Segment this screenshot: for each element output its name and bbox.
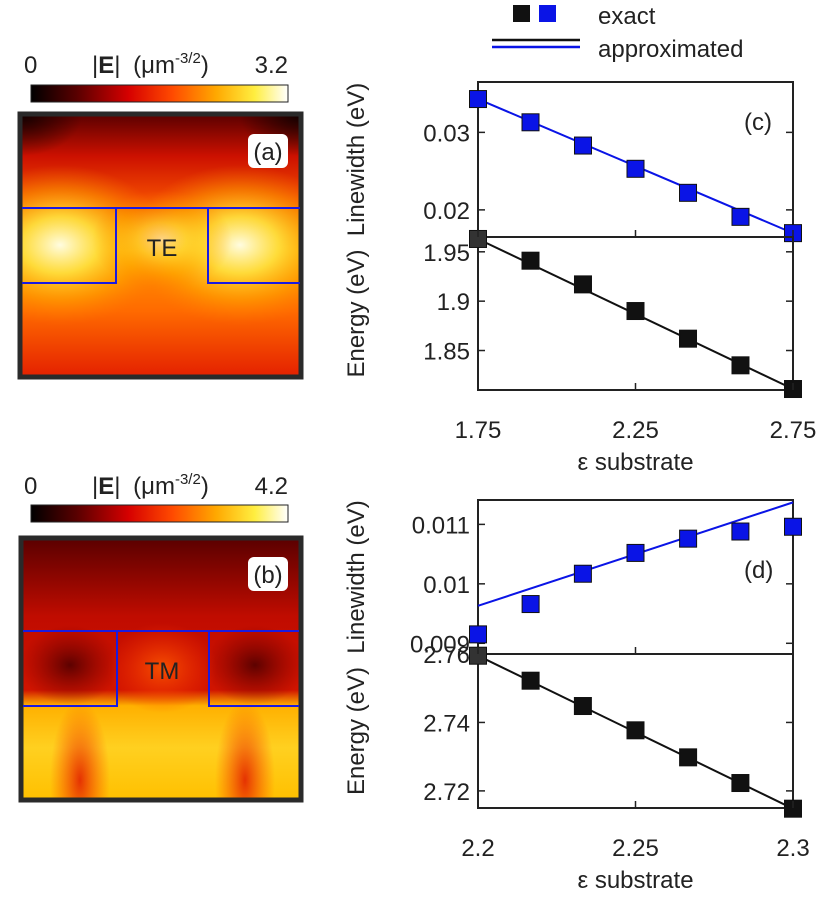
te-field-map: (a) TE [17,111,304,380]
linewidth-subplot: 0.011 0.01 0.009 Linewidth (eV) [343,499,802,658]
energy-ytick-label: 1.9 [437,289,470,316]
linewidth-exact-point [469,90,487,109]
linewidth-exact-point [784,517,802,536]
te-colorbar-gradient [30,84,289,103]
linewidth-exact-point [521,595,540,614]
energy-ytick-label: 1.85 [423,339,470,366]
xtick-label: 2.75 [770,417,817,444]
linewidth-exact-point [521,113,540,132]
xtick-label: 1.75 [455,417,502,444]
xtick-label: 2.25 [612,417,659,444]
te-panel-label-box [248,134,288,168]
energy-exact-point [679,329,698,348]
linewidth-exact-point [469,625,487,644]
tm-colorbar-quantity: |E| (μm-3/2) [92,471,209,500]
te-structure-outline [22,207,300,284]
tm-colorbar: 0 |E| (μm-3/2) 4.2 [24,471,289,523]
energy-exact-point [731,356,750,375]
energy-subplot: 1.95 1.9 1.85 Energy (eV) [343,229,802,399]
te-colorbar-quantity: |E| (μm-3/2) [92,50,209,79]
te-colorbar-min: 0 [24,52,37,79]
energy-exact-point [784,799,802,818]
energy-ytick-label: 2.76 [423,642,470,669]
energy-ytick-label: 1.95 [423,240,470,267]
linewidth-ylabel: Linewidth (eV) [343,83,370,236]
xlabel: ε substrate [577,449,693,476]
energy-ytick-label: 2.72 [423,779,470,806]
energy-exact-point [573,697,592,716]
energy-exact-point [521,671,540,690]
te-colorbar-max: 3.2 [255,52,288,79]
panel-label: (c) [744,109,772,136]
linewidth-exact-point [573,564,592,583]
linewidth-exact-point [731,207,750,226]
legend-exact-label: exact [598,3,656,30]
linewidth-ytick-label: 0.009 [410,631,470,658]
linewidth-exact-point [626,543,645,562]
linewidth-exact-point [731,522,750,541]
legend-exact-marker-blue [539,5,556,22]
linewidth-ytick-label: 0.02 [423,198,470,225]
xlabel: ε substrate [577,867,693,894]
te-colorbar: 0 |E| (μm-3/2) 3.2 [24,50,289,103]
energy-ytick-label: 2.74 [423,710,470,737]
legend-approx-label: approximated [598,36,743,63]
legend: exact approximated [492,3,743,63]
linewidth-exact-point [626,159,645,178]
xtick-label: 2.25 [612,835,659,862]
plot-d: 0.011 0.01 0.009 Linewidth (eV) 2.76 2.74 2.72… [343,499,810,894]
energy-exact-point [521,251,540,270]
xtick-label: 2.2 [461,835,494,862]
linewidth-subplot: 0.03 0.02 Linewidth (eV) [343,81,802,243]
linewidth-exact-point [679,183,698,202]
energy-exact-point [731,774,750,793]
energy-subplot: 2.76 2.74 2.72 Energy (eV) [343,642,802,818]
tm-colorbar-min: 0 [24,473,37,500]
energy-ylabel: Energy (eV) [343,667,370,795]
energy-ylabel: Energy (eV) [343,249,370,377]
linewidth-ytick-label: 0.01 [423,572,470,599]
linewidth-ytick-label: 0.011 [412,512,470,539]
legend-exact-marker-black [513,5,530,22]
linewidth-ylabel: Linewidth (eV) [343,500,370,653]
tm-panel-label-box [248,557,288,591]
xtick-label: 2.3 [776,835,809,862]
tm-panel-label: (b) [253,562,282,589]
linewidth-ytick-label: 0.03 [423,120,470,147]
energy-exact-point [626,721,645,740]
tm-mode-label: TM [145,658,180,685]
tm-colorbar-max: 4.2 [255,473,288,500]
line-plots: 0.03 0.02 Linewidth (eV) 1.95 1.9 1.85 Energy … [343,81,817,894]
panel-label: (d) [744,557,773,584]
plot-c: 0.03 0.02 Linewidth (eV) 1.95 1.9 1.85 Energy … [343,81,817,476]
linewidth-exact-point [573,136,592,155]
linewidth-exact-point [679,529,698,548]
tm-structure-outline [23,630,299,707]
energy-exact-point [573,275,592,294]
energy-exact-point [679,748,698,767]
te-mode-label: TE [147,235,178,262]
tm-colorbar-gradient [30,504,289,523]
energy-exact-point [626,302,645,321]
tm-field-map: (b) TM [18,535,304,803]
te-panel-label: (a) [253,139,282,166]
